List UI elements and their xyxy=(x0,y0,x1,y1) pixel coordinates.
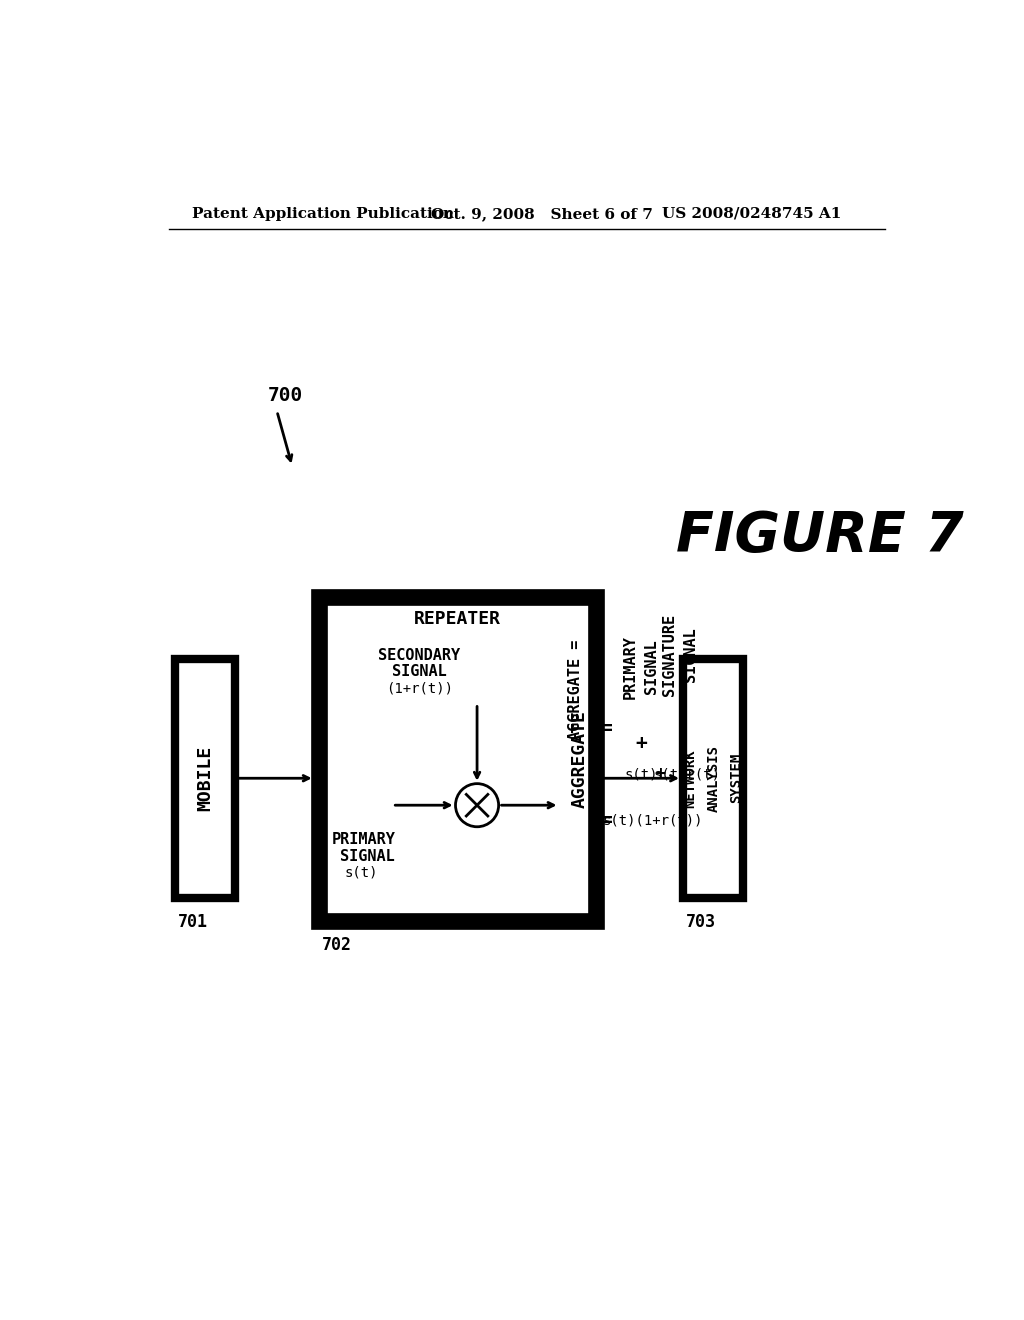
Text: Patent Application Publication: Patent Application Publication xyxy=(193,207,455,220)
Text: SECONDARY: SECONDARY xyxy=(378,648,461,663)
Circle shape xyxy=(456,784,499,826)
Text: AGGREGATE =: AGGREGATE = xyxy=(568,639,583,741)
Text: s(t)r(t): s(t)r(t) xyxy=(653,767,721,781)
Text: =: = xyxy=(600,718,612,738)
Text: Oct. 9, 2008   Sheet 6 of 7: Oct. 9, 2008 Sheet 6 of 7 xyxy=(431,207,652,220)
Text: =: = xyxy=(600,810,612,830)
Text: AGGREGATE: AGGREGATE xyxy=(570,710,589,808)
Text: US 2008/0248745 A1: US 2008/0248745 A1 xyxy=(662,207,842,220)
Bar xyxy=(683,659,743,898)
Text: 703: 703 xyxy=(686,913,716,931)
Text: FIGURE 7: FIGURE 7 xyxy=(676,508,964,562)
Text: 700: 700 xyxy=(267,385,303,405)
Text: MOBILE: MOBILE xyxy=(197,746,214,810)
Text: 701: 701 xyxy=(177,913,208,931)
Text: SIGNAL: SIGNAL xyxy=(392,664,446,680)
Text: SIGNATURE
SIGNAL: SIGNATURE SIGNAL xyxy=(662,614,697,696)
Text: (1+r(t)): (1+r(t)) xyxy=(386,681,453,696)
Text: +: + xyxy=(635,734,647,754)
Text: PRIMARY: PRIMARY xyxy=(332,833,396,847)
Text: s(t)(1+r(t)): s(t)(1+r(t)) xyxy=(602,813,702,828)
Bar xyxy=(175,659,236,898)
Bar xyxy=(319,597,596,921)
Text: +: + xyxy=(655,766,666,783)
Text: SIGNAL: SIGNAL xyxy=(340,849,394,865)
Text: s(t): s(t) xyxy=(625,767,657,781)
Text: 702: 702 xyxy=(322,936,351,954)
Text: NETWORK
ANALYSIS
SYSTEM: NETWORK ANALYSIS SYSTEM xyxy=(684,744,743,812)
Text: PRIMARY
SIGNAL: PRIMARY SIGNAL xyxy=(623,635,659,698)
Text: s(t): s(t) xyxy=(345,866,378,880)
Text: REPEATER: REPEATER xyxy=(415,610,502,628)
